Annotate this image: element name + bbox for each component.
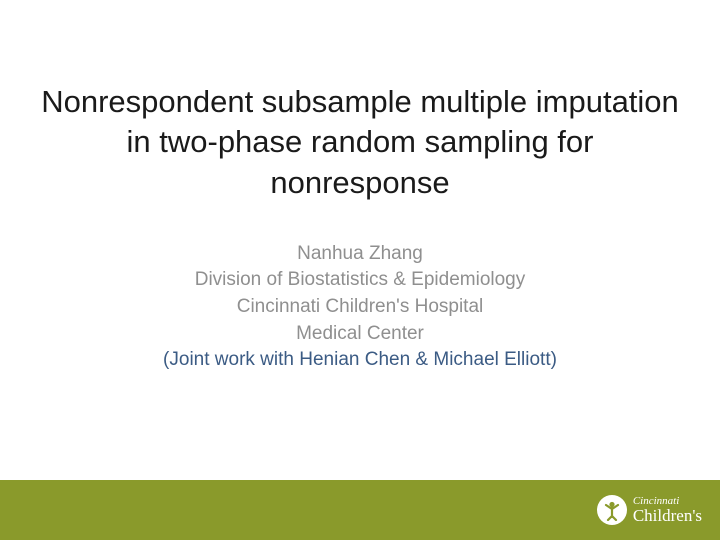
joint-work-line: (Joint work with Henian Chen & Michael E… <box>163 347 557 374</box>
author-name: Nanhua Zhang <box>163 241 557 268</box>
footer-bar: Cincinnati Children's <box>0 480 720 540</box>
logo-text: Cincinnati Children's <box>633 496 702 524</box>
slide-content: Nonrespondent subsample multiple imputat… <box>0 0 720 480</box>
affiliation-line: Medical Center <box>163 321 557 348</box>
slide-title: Nonrespondent subsample multiple imputat… <box>0 82 720 203</box>
affiliation-line: Division of Biostatistics & Epidemiology <box>163 267 557 294</box>
child-figure-icon <box>597 495 627 525</box>
logo-line2: Children's <box>633 507 702 524</box>
affiliation-line: Cincinnati Children's Hospital <box>163 294 557 321</box>
slide-subtitle: Nanhua Zhang Division of Biostatistics &… <box>163 241 557 374</box>
slide-container: Nonrespondent subsample multiple imputat… <box>0 0 720 540</box>
footer-logo: Cincinnati Children's <box>597 495 702 525</box>
